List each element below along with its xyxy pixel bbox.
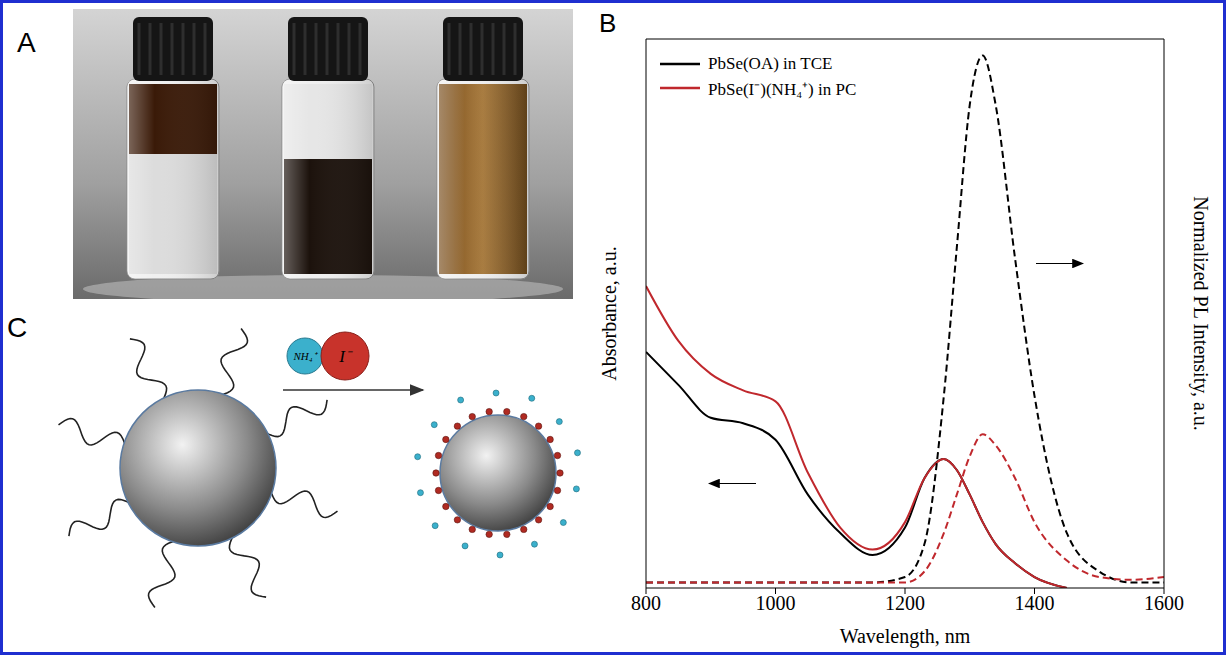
svg-text:1600: 1600: [1144, 592, 1184, 614]
svg-text:NH₄⁺: NH₄⁺: [292, 350, 318, 362]
svg-text:1000: 1000: [756, 592, 796, 614]
html-text:B: B: [599, 8, 617, 38]
svg-text:Wavelength, nm: Wavelength, nm: [840, 625, 971, 648]
svg-text:800: 800: [631, 592, 661, 614]
svg-text:1400: 1400: [1015, 592, 1055, 614]
svg-text:I⁻: I⁻: [338, 347, 353, 366]
svg-text:1200: 1200: [885, 592, 925, 614]
html-text:PbSe(OA) in TCE: PbSe(OA) in TCE: [708, 54, 833, 73]
html-text:PbSe(I⁻)(NH₄⁺) in PC: PbSe(I⁻)(NH₄⁺) in PC: [708, 79, 857, 99]
html-text:C: C: [7, 312, 28, 343]
svg-text:Absorbance, a.u.: Absorbance, a.u.: [598, 246, 620, 380]
html-text:A: A: [17, 27, 36, 58]
svg-text:Normalized PL Intensity, a.u.: Normalized PL Intensity, a.u.: [1189, 196, 1212, 431]
